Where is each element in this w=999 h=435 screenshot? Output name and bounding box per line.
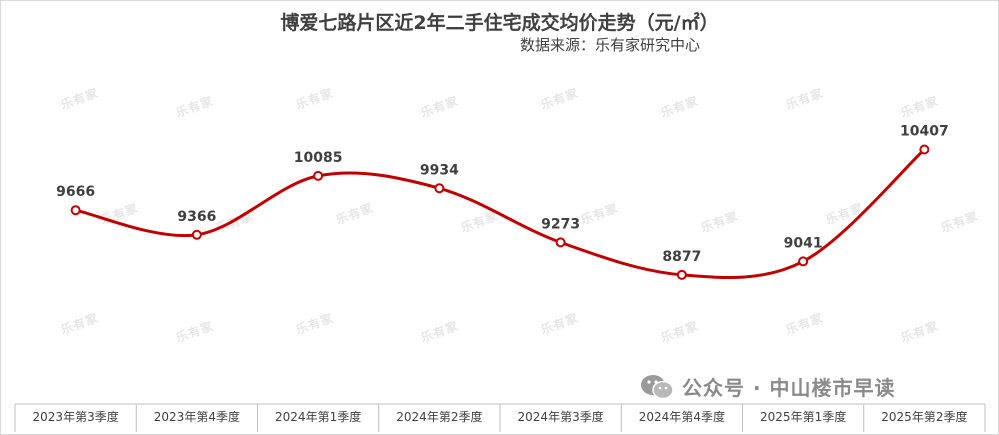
x-tick-label: 2024年第1季度 [275,409,361,424]
data-point [313,170,324,181]
data-point [919,144,930,155]
data-point [70,205,81,216]
data-point [555,237,566,248]
x-tick-label: 2025年第1季度 [760,409,846,424]
data-label: 9273 [541,216,580,232]
chart-subtitle: 数据来源：乐有家研究中心 [520,36,701,54]
footer-brand: 公众号 · 中山楼市早读 [640,372,896,401]
data-label: 9041 [784,235,823,251]
data-label: 9934 [420,162,459,178]
data-point [676,269,687,280]
series-line [75,148,926,279]
x-tick-label: 2023年第4季度 [154,409,240,424]
data-label: 10085 [294,150,343,166]
data-label: 10407 [900,124,949,140]
x-tick-label: 2025年第2季度 [881,409,967,424]
data-point [191,229,202,240]
wechat-icon [641,374,674,399]
x-tick-label: 2024年第4季度 [639,409,725,424]
footer-brand-text: 公众号 · 中山楼市早读 [682,376,896,400]
data-point [798,256,809,267]
data-label: 9666 [56,184,95,200]
x-tick-label: 2023年第3季度 [33,409,119,424]
data-label: 9366 [177,209,216,225]
data-point [434,183,445,194]
x-tick-label: 2024年第3季度 [518,409,604,424]
chart-title: 博爱七路片区近2年二手住宅成交均价走势（元/㎡） [280,12,719,34]
data-label: 8877 [662,249,701,265]
x-tick-label: 2024年第2季度 [396,409,482,424]
